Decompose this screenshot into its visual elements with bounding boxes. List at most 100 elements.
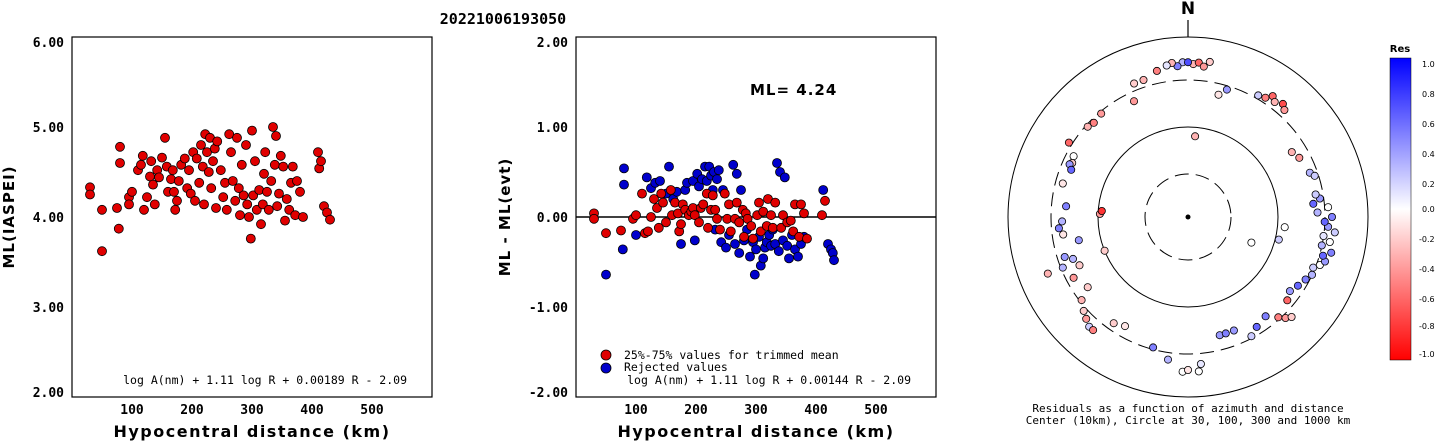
station-marker bbox=[1121, 322, 1130, 331]
middle-x-ticks: 100 200 300 400 500 bbox=[624, 403, 888, 418]
data-point bbox=[325, 214, 335, 225]
data-point bbox=[272, 201, 283, 212]
station-marker bbox=[1199, 62, 1208, 71]
station-marker bbox=[1097, 206, 1106, 215]
data-point bbox=[715, 224, 725, 235]
data-point bbox=[820, 195, 830, 206]
data-point bbox=[295, 186, 305, 197]
data-point bbox=[796, 199, 806, 210]
station-marker bbox=[1261, 312, 1270, 321]
station-marker bbox=[1205, 57, 1214, 66]
station-marker bbox=[1310, 171, 1319, 180]
station-marker bbox=[1191, 132, 1200, 141]
data-point bbox=[226, 147, 236, 158]
data-point bbox=[281, 194, 292, 204]
data-point bbox=[773, 246, 784, 257]
middle-points bbox=[589, 158, 839, 280]
middle-y-tick-label: 2.00 bbox=[537, 36, 568, 51]
data-point bbox=[236, 159, 247, 170]
data-point bbox=[179, 153, 190, 164]
data-point bbox=[728, 159, 739, 170]
station-marker bbox=[1079, 306, 1088, 315]
colorbar-labels: 1.0 0.8 0.6 0.4 0.2 0.0 -0.2 -0.4 -0.6 -… bbox=[1419, 60, 1435, 359]
data-point bbox=[227, 176, 238, 186]
data-point bbox=[127, 186, 137, 197]
data-point bbox=[194, 177, 205, 188]
data-point bbox=[779, 172, 790, 183]
data-point bbox=[241, 140, 251, 150]
data-point bbox=[316, 156, 326, 167]
station-marker bbox=[1308, 270, 1317, 279]
data-point bbox=[260, 147, 271, 158]
data-point bbox=[206, 183, 217, 194]
data-point bbox=[749, 269, 760, 280]
data-point bbox=[818, 185, 829, 195]
station-marker bbox=[1097, 109, 1106, 118]
station-marker bbox=[1319, 251, 1328, 260]
data-point bbox=[734, 248, 745, 258]
data-point bbox=[259, 168, 269, 179]
legend-label-rejected: Rejected values bbox=[624, 360, 728, 374]
middle-formula: log A(nm) + 1.11 log R + 0.00144 R - 2.0… bbox=[627, 373, 911, 387]
left-points bbox=[85, 122, 335, 257]
station-marker bbox=[1319, 231, 1328, 240]
polar-caption-line2: Center (10km), Circle at 30, 100, 300 an… bbox=[1026, 414, 1351, 427]
data-point bbox=[287, 161, 298, 172]
station-marker bbox=[1261, 93, 1270, 102]
station-marker bbox=[1247, 238, 1256, 247]
data-point bbox=[736, 185, 746, 195]
station-marker bbox=[1162, 61, 1171, 70]
data-point bbox=[113, 223, 124, 234]
data-point bbox=[146, 156, 157, 167]
data-point bbox=[280, 215, 290, 226]
polar-points bbox=[1043, 57, 1339, 376]
epicenter-marker bbox=[1185, 214, 1191, 220]
left-x-tick-label: 400 bbox=[300, 403, 324, 418]
colorbar-tick-label: -0.6 bbox=[1419, 295, 1435, 304]
data-point bbox=[646, 212, 656, 222]
left-y-tick-label: 6.00 bbox=[33, 36, 64, 51]
station-marker bbox=[1283, 296, 1292, 305]
data-point bbox=[793, 251, 803, 262]
data-point bbox=[298, 212, 308, 222]
data-point bbox=[271, 131, 281, 141]
station-marker bbox=[1280, 106, 1289, 115]
station-marker bbox=[1221, 329, 1230, 338]
data-point bbox=[256, 219, 266, 230]
station-marker bbox=[1214, 90, 1223, 99]
data-point bbox=[160, 132, 170, 143]
data-point bbox=[97, 204, 107, 215]
station-marker bbox=[1287, 148, 1296, 157]
data-point bbox=[713, 165, 724, 176]
data-point bbox=[745, 251, 755, 262]
colorbar-tick-label: -1.0 bbox=[1419, 350, 1435, 359]
station-marker bbox=[1330, 228, 1339, 237]
data-point bbox=[770, 197, 781, 208]
data-point bbox=[244, 212, 254, 222]
data-point bbox=[275, 150, 286, 161]
data-point bbox=[589, 213, 599, 224]
data-point bbox=[235, 210, 245, 221]
figure-title: 20221006193050 bbox=[440, 10, 566, 28]
data-point bbox=[641, 172, 652, 183]
data-point bbox=[142, 192, 152, 203]
colorbar-tick-label: 0.6 bbox=[1422, 120, 1435, 129]
data-point bbox=[238, 190, 249, 201]
data-point bbox=[184, 165, 194, 176]
station-marker bbox=[1229, 326, 1238, 335]
station-marker bbox=[1069, 152, 1078, 161]
colorbar-title: Res bbox=[1390, 44, 1410, 55]
middle-y-tick-label: -2.00 bbox=[529, 386, 568, 401]
station-marker bbox=[1109, 319, 1118, 328]
data-point bbox=[656, 188, 667, 199]
data-point bbox=[169, 186, 179, 197]
data-point bbox=[829, 255, 839, 266]
ring-300km bbox=[1050, 79, 1326, 355]
data-point bbox=[785, 215, 796, 226]
data-point bbox=[211, 203, 221, 213]
left-x-tick-label: 300 bbox=[240, 403, 264, 418]
station-marker bbox=[1254, 91, 1263, 100]
data-point bbox=[676, 219, 686, 230]
data-point bbox=[739, 231, 749, 242]
data-point bbox=[637, 188, 647, 199]
